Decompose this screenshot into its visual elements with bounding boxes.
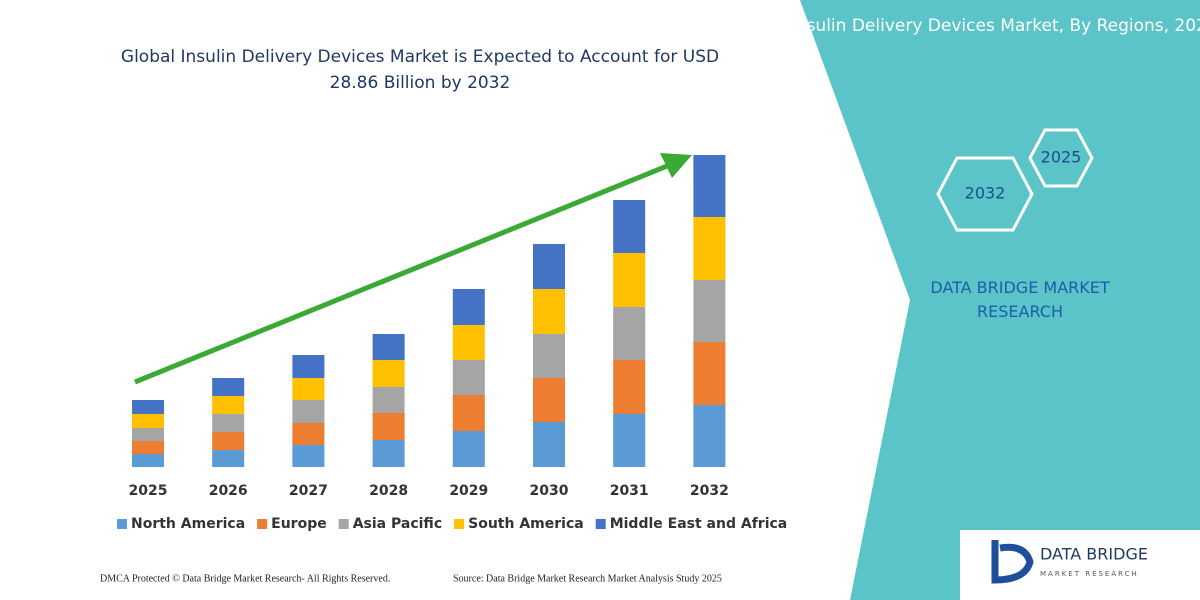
- bar-segment: [452, 289, 485, 325]
- bar-segment: [292, 355, 325, 378]
- bar-segment: [613, 360, 646, 414]
- hex-label: 2032: [965, 184, 1006, 203]
- legend-label: North America: [131, 516, 245, 532]
- x-tick-label: 2032: [690, 483, 729, 499]
- panel-title-text: Global Insulin Delivery Devices Market, …: [731, 16, 1200, 36]
- x-tick-label: 2025: [129, 483, 168, 499]
- bar-segment: [533, 422, 565, 467]
- legend-swatch: [257, 519, 268, 529]
- footer-right: Source: Data Bridge Market Research Mark…: [453, 573, 722, 584]
- bar-segment: [533, 334, 565, 378]
- hex-label: 2025: [1041, 148, 1082, 167]
- legend-label: Middle East and Africa: [610, 516, 788, 532]
- side-panel: [800, 0, 1200, 600]
- legend-label: Europe: [271, 516, 327, 532]
- bar-segment: [452, 360, 485, 395]
- hexagon: [1028, 128, 1094, 188]
- bar-segment: [132, 428, 164, 441]
- bar-segment: [212, 378, 245, 396]
- legend-swatch: [454, 519, 465, 529]
- bar-segment: [613, 414, 646, 467]
- legend-swatch: [595, 519, 606, 529]
- logo-tagline: MARKET RESEARCH: [1040, 570, 1139, 578]
- x-tick-label: 2031: [610, 483, 649, 499]
- bar-segment: [372, 360, 405, 387]
- x-tick-label: 2028: [369, 483, 408, 499]
- bar-segment: [132, 441, 164, 454]
- logo-name: DATA BRIDGE: [1040, 545, 1148, 564]
- plot: 2025 2026 2027 2028 2029 2030 2031 2032 North Am…: [117, 155, 787, 532]
- hexagon: [936, 156, 1034, 232]
- x-tick-label: 2030: [530, 483, 569, 499]
- bar-segment: [372, 387, 405, 413]
- arrow-head: [660, 153, 692, 178]
- bar-segment: [212, 450, 245, 467]
- bar-segment: [693, 405, 726, 467]
- bar-segment: [132, 414, 164, 428]
- bar-segment: [613, 253, 646, 307]
- bar-segment: [613, 200, 646, 253]
- panel-title: Global Insulin Delivery Devices Market, …: [731, 16, 1200, 36]
- bar-segment: [452, 395, 485, 431]
- bar-segment: [212, 396, 245, 414]
- bar-segment: [292, 423, 325, 445]
- x-tick-label: 2026: [209, 483, 248, 499]
- legend-swatch: [117, 519, 127, 529]
- bar-segment: [372, 334, 405, 360]
- bar-segment: [693, 342, 726, 405]
- bar-segment: [372, 440, 405, 467]
- brand: DATA BRIDGE MARKET RESEARCH: [930, 278, 1110, 321]
- bar-segment: [533, 244, 565, 289]
- logo-mark: [991, 540, 1034, 584]
- bar-segment: [613, 307, 646, 360]
- brand-box: DATA BRIDGE MARKET RESEARCH: [930, 278, 1110, 321]
- bar-segment: [693, 280, 726, 342]
- x-tick-label: 2027: [289, 483, 328, 499]
- footer-left: DMCA Protected © Data Bridge Market Rese…: [100, 573, 390, 584]
- bar-segment: [132, 454, 164, 467]
- bar-segment: [292, 400, 325, 423]
- bar-segment: [452, 431, 485, 467]
- bar-segment: [132, 400, 164, 414]
- title-box: Global Insulin Delivery Devices Market i…: [120, 47, 720, 93]
- legend-label: South America: [468, 516, 584, 532]
- bar-segment: [533, 378, 565, 422]
- x-tick-label: 2029: [449, 483, 488, 499]
- trend-arrow: [134, 161, 673, 385]
- bar-segment: [372, 413, 405, 440]
- bar-segment: [693, 155, 726, 217]
- chart-title: Global Insulin Delivery Devices Market i…: [120, 47, 720, 93]
- legend-label: Asia Pacific: [353, 516, 442, 532]
- bar-segment: [533, 289, 565, 334]
- bar-segment: [212, 414, 245, 432]
- legend-swatch: [338, 519, 349, 529]
- bar-segment: [693, 217, 726, 280]
- bar-segment: [212, 432, 245, 450]
- bar-segment: [292, 378, 325, 400]
- bar-segment: [452, 325, 485, 360]
- bar-segment: [292, 445, 325, 467]
